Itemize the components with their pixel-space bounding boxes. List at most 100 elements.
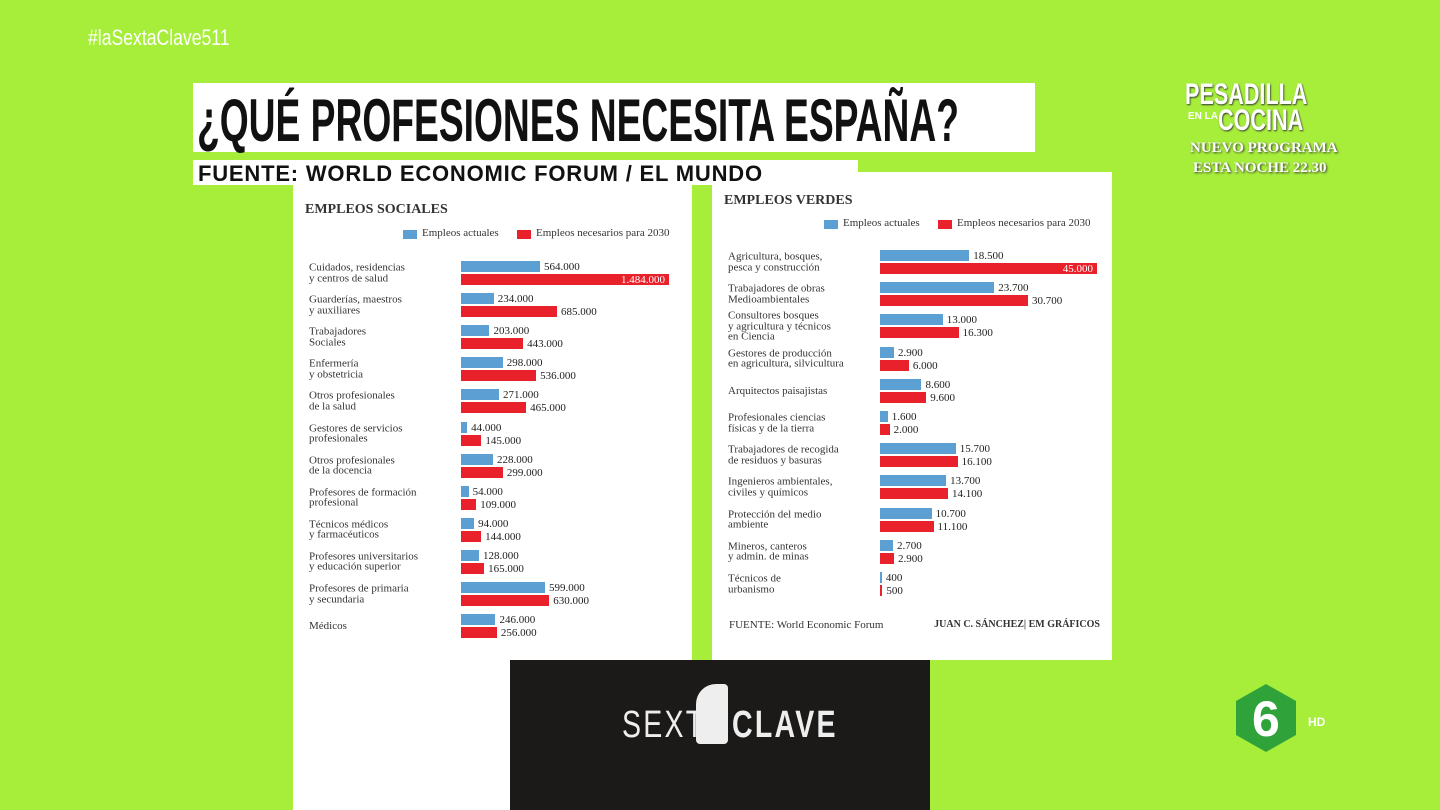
category-label: Consultores bosques y agricultura y técn…: [728, 309, 831, 343]
bar: [880, 585, 883, 596]
value-label: 564.000: [544, 261, 580, 273]
chart-title: EMPLEOS VERDES: [724, 193, 853, 208]
value-label: 1.484.000: [621, 274, 665, 286]
promo-line1: NUEVO PROGRAMA: [1190, 140, 1338, 156]
value-label: 465.000: [530, 402, 566, 415]
value-label: 94.000: [478, 517, 509, 530]
value-label: 228.000: [496, 453, 533, 466]
bar: [880, 539, 894, 551]
promo-show-small: EN LA: [1188, 111, 1218, 122]
category-label: Médicos: [309, 619, 347, 632]
value-label: 13.700: [950, 475, 981, 488]
bar: [880, 572, 882, 583]
value-label: 11.100: [937, 520, 968, 533]
bar: [461, 453, 493, 465]
logo-right: CLAVE: [732, 704, 838, 746]
value-label: 8.600: [925, 378, 951, 391]
bar: [880, 282, 995, 294]
bar: [461, 306, 557, 318]
bar: [880, 443, 956, 455]
value-label: 128.000: [482, 549, 519, 562]
value-label: 271.000: [502, 389, 539, 402]
legend-swatch: [403, 230, 417, 239]
bar: [461, 370, 537, 382]
bar: [461, 549, 479, 561]
value-label: 599.000: [548, 582, 585, 594]
value-label: 109.000: [480, 498, 517, 511]
value-label: 2.900: [897, 552, 923, 565]
bar: [461, 357, 503, 369]
bar: [461, 402, 527, 414]
bar: [461, 293, 494, 305]
program-logo: SEXTA CLAVE: [510, 660, 930, 810]
legend-label: Empleos actuales: [843, 217, 920, 229]
value-label: 9.600: [930, 391, 956, 404]
bar: [461, 274, 669, 285]
category-label: Profesores de primaria y secundaria: [309, 582, 409, 605]
value-label: 44.000: [471, 421, 502, 434]
headline-box: ¿QUÉ PROFESIONES NECESITA ESPAÑA?: [193, 83, 1035, 154]
category-label: Profesores universitarios y educación su…: [309, 550, 419, 573]
value-label: 536.000: [540, 370, 576, 383]
category-label: Otros profesionales de la docencia: [309, 454, 395, 477]
bar: [461, 582, 545, 593]
category-label: Guarderías, maestros y auxiliares: [309, 293, 402, 317]
source: FUENTE: WORLD ECONOMIC FORUM / EL MUNDO: [198, 161, 763, 186]
legend-label: Empleos actuales: [422, 227, 499, 239]
value-label: 6.000: [912, 359, 938, 372]
value-label: 500: [886, 585, 903, 597]
category-label: Profesores de formación profesional: [309, 486, 417, 509]
channel-logo: 6: [1236, 684, 1296, 752]
category-label: Gestores de producción en agricultura, s…: [728, 347, 844, 370]
channel-number: 6: [1252, 691, 1280, 747]
value-label: 2.900: [897, 346, 923, 359]
value-label: 2.000: [893, 424, 919, 436]
category-label: Cuidados, residencias y centros de salud: [309, 261, 405, 284]
value-label: 443.000: [527, 338, 563, 351]
value-label: 234.000: [497, 293, 534, 306]
promo-show-bottom: COCINA: [1218, 104, 1304, 137]
value-label: 15.700: [959, 443, 990, 456]
bar: [461, 627, 497, 639]
bar: [880, 314, 943, 326]
bar: [880, 424, 890, 435]
source-box: FUENTE: WORLD ECONOMIC FORUM / EL MUNDO: [193, 160, 858, 186]
value-label: 14.100: [951, 488, 983, 501]
footer-right: JUAN C. SÁNCHEZ| EM GRÁFICOS: [934, 619, 1100, 630]
bar: [461, 261, 541, 272]
headline: ¿QUÉ PROFESIONES NECESITA ESPAÑA?: [197, 87, 960, 154]
bar: [461, 338, 524, 350]
category-label: Ingenieros ambientales, civiles y químic…: [728, 475, 833, 499]
bar: [880, 456, 958, 468]
legend-swatch: [517, 230, 531, 239]
category-label: Gestores de servicios profesionales: [309, 422, 403, 445]
footer-left: FUENTE: World Economic Forum: [729, 619, 884, 631]
bar: [880, 552, 894, 564]
category-label: Otros profesionales de la salud: [309, 389, 395, 413]
value-label: 630.000: [553, 595, 590, 607]
chart-panel: EMPLEOS VERDES Empleos actuales Empleos ne…: [712, 172, 1112, 660]
legend-swatch: [824, 220, 838, 229]
category-label: Trabajadores de obras Medioambientales: [728, 282, 825, 306]
value-label: 13.000: [946, 314, 977, 327]
value-label: 16.100: [961, 456, 992, 469]
category-label: Trabajadores de recogida de residuos y b…: [728, 443, 839, 467]
category-label: Enfermería y obstetricia: [309, 357, 364, 381]
value-label: 145.000: [485, 434, 522, 447]
value-label: 16.300: [962, 327, 993, 340]
category-label: Agricultura, bosques, pesca y construcci…: [728, 250, 823, 273]
value-label: 298.000: [506, 357, 543, 370]
value-label: 18.500: [973, 250, 1004, 262]
value-label: 685.000: [561, 306, 597, 319]
bar: [880, 295, 1029, 307]
bar: [880, 250, 970, 261]
value-label: 299.000: [506, 466, 543, 479]
legend-label: Empleos necesarios para 2030: [957, 217, 1091, 229]
value-label: 2.700: [897, 539, 922, 552]
value-label: 246.000: [499, 614, 536, 627]
value-label: 45.000: [1062, 263, 1093, 275]
value-label: 30.700: [1032, 295, 1063, 308]
category-label: Técnicos médicos y farmacéuticos: [309, 518, 389, 541]
bar: [461, 517, 475, 529]
